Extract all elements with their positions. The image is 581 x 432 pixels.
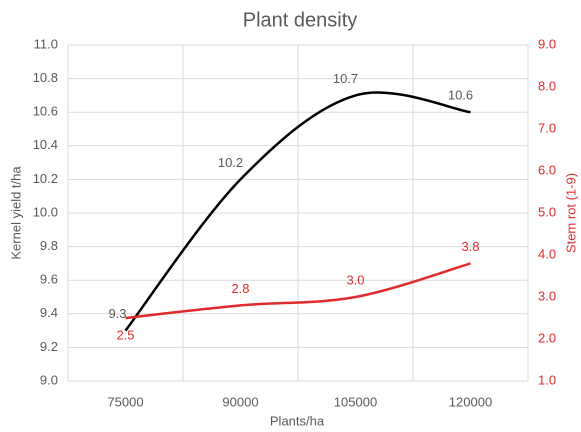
- data-label: 9.3: [108, 306, 126, 321]
- chart-title: Plant density: [243, 9, 358, 31]
- line-series: [124, 91, 471, 332]
- y-tick-label: 10.4: [33, 137, 58, 152]
- x-axis-title: Plants/ha: [270, 413, 325, 428]
- x-tick-label: 75000: [107, 394, 143, 409]
- data-label: 3.8: [461, 239, 479, 254]
- data-label: 2.5: [116, 327, 134, 342]
- y2-tick-label: 7.0: [538, 120, 556, 135]
- y2-tick-label: 1.0: [538, 372, 556, 387]
- y-tick-label: 10.6: [33, 104, 58, 119]
- y2-tick-label: 5.0: [538, 204, 556, 219]
- y2-axis-title: Stem rot (1-9): [563, 173, 578, 253]
- y-tick-label: 10.0: [33, 204, 58, 219]
- y-tick-label: 9.0: [40, 372, 58, 387]
- data-label: 10.7: [333, 71, 358, 86]
- y2-tick-label: 9.0: [538, 36, 556, 51]
- line-series: [125, 262, 471, 320]
- y-axis-title: Kernel yield t/ha: [8, 166, 23, 260]
- y2-tick-label: 4.0: [538, 246, 556, 261]
- y-tick-label: 9.6: [40, 272, 58, 287]
- y-tick-label: 10.2: [33, 171, 58, 186]
- y-tick-label: 9.4: [40, 305, 58, 320]
- x-tick-label: 105000: [334, 394, 377, 409]
- y2-tick-label: 2.0: [538, 330, 556, 345]
- data-label: 10.6: [448, 88, 473, 103]
- y2-tick-label: 3.0: [538, 288, 556, 303]
- y-tick-label: 9.8: [40, 238, 58, 253]
- data-label: 10.2: [218, 155, 243, 170]
- x-tick-label: 90000: [222, 394, 258, 409]
- y-tick-label: 11.0: [34, 36, 58, 51]
- y-tick-label: 9.2: [40, 339, 58, 354]
- data-label: 3.0: [346, 272, 364, 287]
- x-tick-label: 120000: [449, 394, 492, 409]
- y-tick-label: 10.8: [33, 70, 58, 85]
- y2-tick-label: 6.0: [538, 162, 556, 177]
- data-label: 2.8: [231, 281, 249, 296]
- y2-tick-label: 8.0: [538, 78, 556, 93]
